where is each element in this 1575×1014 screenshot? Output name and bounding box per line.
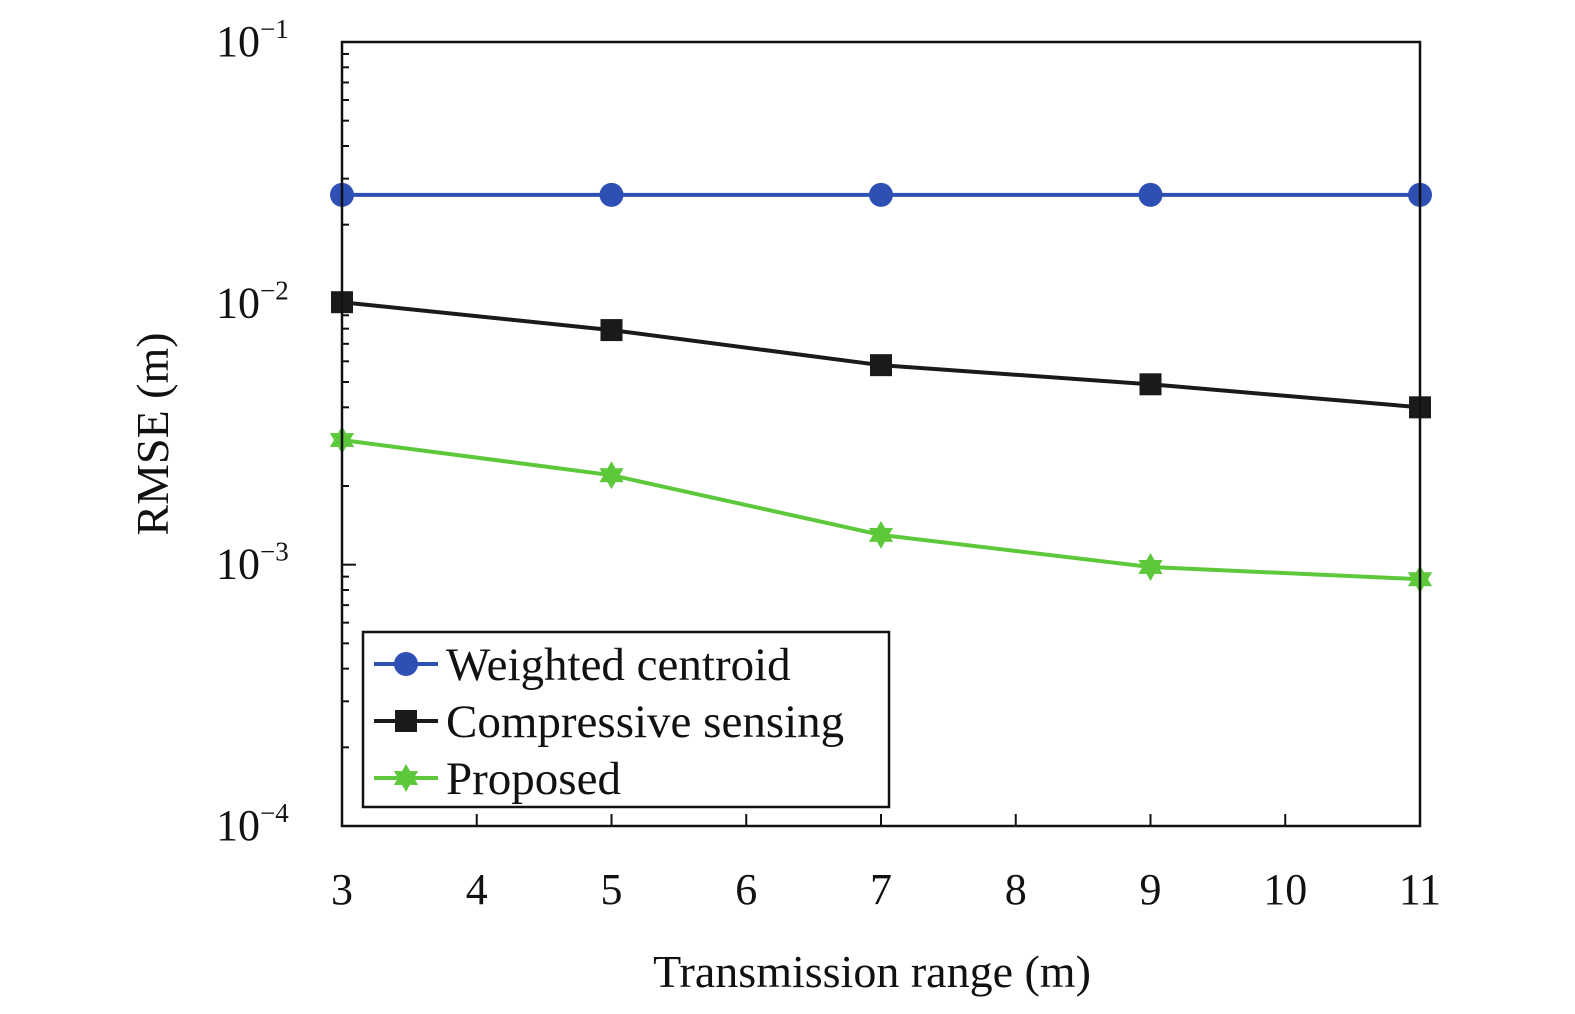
- legend-label: Compressive sensing: [446, 696, 844, 748]
- legend-label: Proposed: [446, 753, 621, 805]
- x-tick-label: 11: [1399, 865, 1441, 914]
- legend-box: [361, 630, 891, 809]
- data-point-square: [395, 710, 417, 732]
- data-point-star: [393, 764, 419, 792]
- y-tick-label: 10−3: [216, 537, 289, 589]
- data-point-square: [1139, 373, 1162, 396]
- x-tick-label: 9: [1140, 865, 1162, 914]
- x-tick-label: 3: [331, 865, 353, 914]
- y-tick-label: 10−1: [216, 14, 289, 66]
- data-point-circle: [599, 182, 624, 207]
- legend-label: Weighted centroid: [446, 639, 791, 691]
- y-tick-label: 10−2: [216, 275, 289, 327]
- data-point-square: [870, 354, 892, 377]
- plot-frame: [340, 40, 1422, 828]
- x-tick-label: 6: [735, 865, 757, 914]
- data-point-star: [868, 520, 894, 549]
- y-tick-label: 10−4: [216, 798, 289, 850]
- data-point-circle: [869, 182, 893, 207]
- x-tick-label: 7: [870, 865, 892, 914]
- x-tick-label: 5: [601, 865, 623, 914]
- y-axis-label: RMSE (m): [127, 332, 178, 535]
- x-tick-label: 4: [466, 865, 488, 914]
- legend-entry: Proposed: [374, 753, 621, 805]
- x-tick-label: 8: [1005, 865, 1027, 914]
- x-axis-label: Transmission range (m): [653, 946, 1091, 997]
- data-point-circle: [394, 652, 418, 676]
- y-tick-labels: 10−4 10−3 10−2 10−1: [216, 14, 289, 850]
- legend-entry: Weighted centroid: [374, 639, 791, 691]
- data-point-square: [600, 319, 623, 342]
- data-point-star: [599, 461, 624, 490]
- data-point-star: [1138, 553, 1163, 581]
- x-tick-labels: 3 4 5 6 7 8 9 10 11: [331, 865, 1441, 914]
- legend-entry: Compressive sensing: [374, 696, 844, 748]
- data-point-circle: [1138, 182, 1163, 207]
- x-tick-label: 10: [1263, 865, 1307, 914]
